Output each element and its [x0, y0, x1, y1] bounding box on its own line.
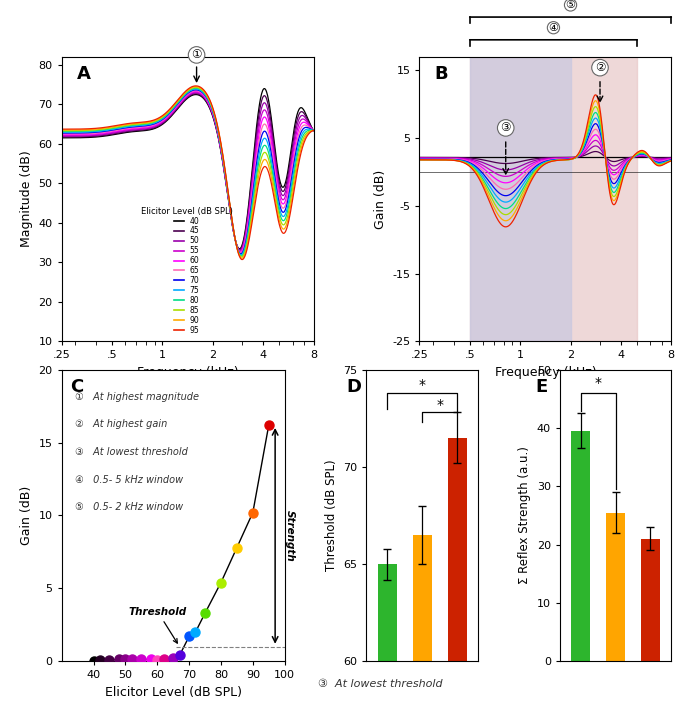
X-axis label: Elicitor Level (dB SPL): Elicitor Level (dB SPL): [105, 686, 242, 699]
Text: B: B: [434, 65, 448, 83]
Y-axis label: Gain (dB): Gain (dB): [374, 169, 386, 229]
Text: A: A: [77, 65, 90, 83]
Text: ②: ②: [595, 61, 606, 74]
Text: *: *: [419, 378, 426, 392]
Legend: No tinnitus, Intermittent, Chronic: No tinnitus, Intermittent, Chronic: [684, 377, 685, 441]
Text: E: E: [535, 378, 547, 397]
Text: ③   At lowest threshold: ③ At lowest threshold: [75, 447, 188, 457]
Text: ②   At highest gain: ② At highest gain: [75, 419, 167, 429]
Bar: [640, 539, 660, 661]
Text: Threshold: Threshold: [129, 606, 187, 643]
Text: D: D: [347, 378, 362, 397]
Legend: 40, 45, 50, 55, 60, 65, 70, 75, 80, 85, 90, 95: 40, 45, 50, 55, 60, 65, 70, 75, 80, 85, …: [141, 207, 233, 335]
Bar: [412, 535, 432, 661]
Text: ③  At lowest threshold: ③ At lowest threshold: [318, 679, 443, 689]
Text: ①   At highest magnitude: ① At highest magnitude: [75, 392, 199, 402]
Bar: [571, 431, 590, 661]
Y-axis label: Gain (dB): Gain (dB): [20, 486, 33, 545]
Text: ③: ③: [501, 122, 511, 134]
Bar: [606, 513, 625, 661]
Y-axis label: Magnitude (dB): Magnitude (dB): [20, 151, 33, 247]
Text: *: *: [436, 397, 443, 412]
Bar: [470, 57, 571, 341]
X-axis label: Frequency (kHz): Frequency (kHz): [137, 366, 238, 379]
Bar: [447, 438, 466, 661]
Text: Strength: Strength: [285, 510, 295, 562]
Bar: [470, 57, 637, 341]
Text: ①: ①: [191, 48, 202, 61]
Bar: [378, 564, 397, 661]
Text: ⑤   0.5- 2 kHz window: ⑤ 0.5- 2 kHz window: [75, 503, 183, 513]
Text: ⑤: ⑤: [566, 0, 575, 10]
X-axis label: Frequency (kHz): Frequency (kHz): [495, 366, 596, 379]
Text: ④: ④: [549, 23, 558, 33]
Y-axis label: Threshold (dB SPL): Threshold (dB SPL): [325, 460, 338, 571]
Text: ④   0.5- 5 kHz window: ④ 0.5- 5 kHz window: [75, 475, 183, 485]
Text: C: C: [71, 378, 84, 397]
Text: *: *: [595, 376, 601, 390]
Y-axis label: Σ Reflex Strength (a.u.): Σ Reflex Strength (a.u.): [518, 447, 531, 584]
